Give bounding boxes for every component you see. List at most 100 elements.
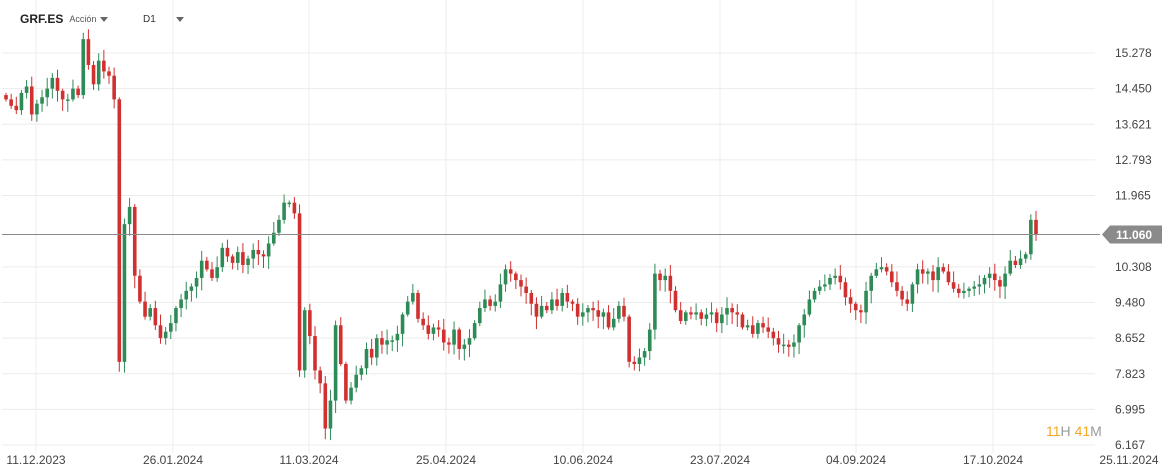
candle-down: [848, 297, 853, 304]
x-tick-label: 17.10.2024: [963, 453, 1023, 467]
candle-down: [905, 299, 910, 304]
candle-down: [622, 305, 626, 317]
price-tag-shape: [1102, 225, 1162, 244]
candle-up: [704, 314, 709, 319]
candle-down: [544, 305, 549, 311]
x-tick-label: 23.07.2024: [690, 453, 750, 467]
candle-up: [833, 275, 837, 278]
candle-up: [472, 323, 477, 339]
candle-down: [524, 286, 528, 293]
current-price-label: 11.060: [1102, 225, 1162, 244]
countdown-minutes-unit: M: [1090, 423, 1102, 439]
candle-down: [508, 269, 513, 274]
candle-up: [972, 286, 976, 289]
x-tick-label: 11.12.2023: [6, 453, 65, 467]
candle-down: [956, 288, 961, 293]
candle-up: [987, 273, 992, 278]
candle-down: [205, 260, 209, 270]
candle-up: [617, 305, 621, 319]
candle-up: [977, 284, 982, 287]
candle-up: [174, 308, 178, 324]
candle-up: [184, 290, 189, 300]
timeframe-selector[interactable]: D1: [143, 10, 184, 28]
candle-down: [740, 314, 745, 328]
candle-up: [498, 284, 503, 302]
candle-up: [375, 338, 379, 358]
candle-up: [390, 340, 395, 342]
candle-up: [81, 39, 86, 96]
candle-up: [642, 351, 647, 358]
candle-down: [210, 269, 214, 278]
candle-up: [431, 327, 436, 334]
candle-up: [364, 348, 369, 369]
candle-down: [256, 249, 261, 255]
candle-up: [869, 275, 873, 291]
y-tick-label: 12.793: [1115, 153, 1152, 167]
candle-up: [272, 232, 276, 244]
candle-down: [292, 202, 297, 214]
candle-down: [689, 312, 693, 315]
candle-down: [951, 282, 956, 289]
x-axis-labels: 11.12.2023 26.01.2024 11.03.2024 25.04.2024…: [6, 453, 1158, 467]
candle-down: [776, 338, 781, 345]
candle-down: [534, 303, 539, 317]
candle-up: [637, 357, 642, 364]
candle-up: [478, 308, 482, 324]
candle-up: [148, 308, 152, 317]
candle-up: [215, 267, 219, 278]
symbol-dropdown[interactable]: Acción: [69, 14, 109, 24]
candle-up: [467, 338, 472, 345]
candle-up: [797, 325, 801, 343]
candle-up: [246, 258, 250, 266]
candle-down: [941, 267, 946, 272]
candle-up: [493, 301, 498, 306]
symbol-header[interactable]: GRF.ES Acción: [20, 10, 109, 28]
timeframe-dropdown[interactable]: D1: [143, 14, 184, 25]
candle-up: [96, 60, 101, 85]
candle-up: [127, 206, 132, 225]
candle-up: [179, 299, 183, 309]
candle-down: [735, 312, 740, 315]
timeframe-value: D1: [143, 13, 156, 25]
candle-up: [385, 340, 389, 345]
candle-down: [787, 344, 791, 347]
candle-up: [684, 312, 688, 321]
candle-up: [962, 290, 966, 293]
candle-up: [71, 88, 75, 100]
candle-up: [560, 292, 564, 306]
candle-up: [45, 88, 49, 98]
candle-up: [807, 299, 812, 315]
candle-down: [529, 292, 534, 304]
vertical-gridlines: [35, 0, 994, 453]
candle-down: [132, 206, 137, 276]
candle-up: [1023, 254, 1028, 259]
candle-down: [673, 290, 678, 311]
candle-up: [1003, 273, 1007, 287]
candle-down: [900, 290, 904, 300]
candle-up: [550, 299, 554, 311]
y-tick-label: 8.652: [1115, 331, 1145, 345]
candle-down: [318, 370, 322, 384]
candle-up: [483, 299, 487, 309]
candle-down: [117, 99, 122, 362]
candle-up: [50, 77, 55, 89]
candle-down: [436, 327, 441, 330]
candle-down: [344, 363, 348, 401]
candle-up: [302, 310, 307, 371]
candle-up: [452, 329, 456, 345]
candle-down: [102, 60, 106, 72]
x-tick-label: 26.01.2024: [143, 453, 203, 467]
chevron-down-icon[interactable]: [100, 16, 109, 22]
candle-up: [287, 202, 292, 205]
candle-up: [282, 202, 286, 220]
y-tick-label: 7.823: [1115, 367, 1145, 381]
chevron-down-icon[interactable]: [175, 16, 184, 22]
candle-up: [163, 331, 168, 339]
candle-up: [802, 314, 807, 326]
candle-up: [235, 252, 240, 263]
candle-up: [395, 333, 400, 341]
candle-up: [35, 103, 39, 115]
candle-down: [678, 310, 683, 321]
candle-up: [277, 219, 281, 233]
